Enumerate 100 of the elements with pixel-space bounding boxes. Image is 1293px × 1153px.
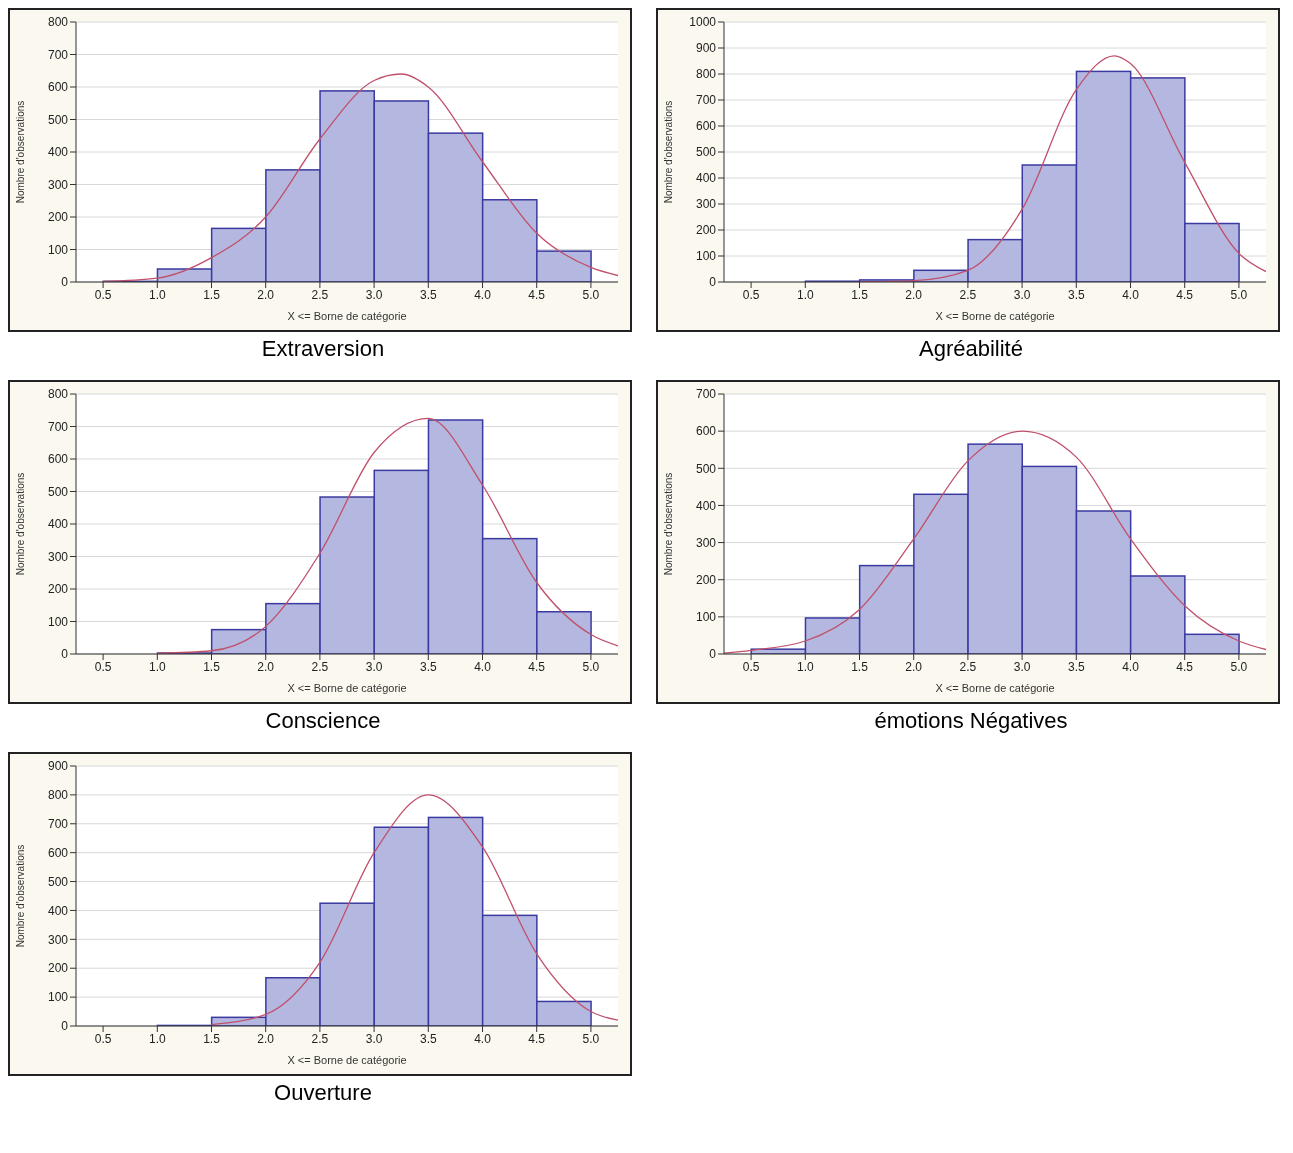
x-tick-label: 0.5 (94, 1031, 112, 1046)
x-tick-label: 5.0 (1230, 659, 1248, 674)
y-tick-label: 700 (47, 47, 69, 62)
x-tick-label: 2.0 (257, 659, 275, 674)
y-tick-label: 700 (47, 817, 69, 832)
x-tick-label: 2.5 (959, 659, 977, 674)
y-tick-label: 300 (47, 177, 69, 192)
text: Agréabilité (918, 336, 1024, 363)
y-tick-label: 900 (47, 759, 69, 774)
text: Ouverture (273, 1080, 373, 1107)
y-tick-label: 600 (47, 452, 69, 467)
x-tick-label: 2.5 (311, 659, 329, 674)
y-tick-label: 1000 (689, 15, 717, 30)
x-tick-label: 4.0 (474, 659, 492, 674)
x-tick-label: 3.0 (365, 1031, 383, 1046)
x-tick-label: 1.0 (148, 659, 166, 674)
y-axis-title: Nombre d'observations (662, 472, 674, 576)
x-tick-label: 0.5 (742, 659, 760, 674)
y-tick-label: 0 (61, 647, 69, 662)
x-tick-label: 3.0 (1013, 659, 1031, 674)
y-tick-label: 100 (47, 614, 69, 629)
y-tick-label: 0 (61, 1019, 69, 1034)
x-tick-label: 4.5 (528, 659, 546, 674)
x-tick-label: 2.5 (311, 1031, 329, 1046)
x-tick-label: 2.0 (905, 287, 923, 302)
y-tick-label: 400 (695, 498, 717, 513)
x-tick-label: 4.5 (528, 287, 546, 302)
y-tick-label: 0 (709, 647, 717, 662)
y-tick-label: 500 (47, 484, 69, 499)
y-tick-label: 100 (695, 249, 717, 264)
y-tick-label: 500 (47, 874, 69, 889)
x-tick-label: 0.5 (742, 287, 760, 302)
x-tick-label: 3.5 (1067, 287, 1085, 302)
x-tick-label: 1.0 (148, 287, 166, 302)
y-tick-label: 200 (47, 582, 69, 597)
x-tick-label: 0.5 (94, 287, 112, 302)
x-axis-title: X <= Borne de catégorie (935, 682, 1055, 694)
x-tick-label: 4.5 (1176, 659, 1194, 674)
y-tick-label: 600 (695, 424, 717, 439)
y-tick-label: 200 (695, 572, 717, 587)
x-tick-label: 0.5 (94, 659, 112, 674)
x-tick-label: 2.0 (257, 1031, 275, 1046)
x-tick-label: 3.0 (365, 287, 383, 302)
x-tick-label: 1.5 (203, 659, 221, 674)
y-tick-label: 100 (695, 610, 717, 625)
x-tick-label: 4.5 (1176, 287, 1194, 302)
y-tick-label: 300 (695, 197, 717, 212)
x-tick-label: 1.0 (796, 659, 814, 674)
y-tick-label: 200 (695, 223, 717, 238)
y-tick-label: 600 (47, 80, 69, 95)
x-tick-label: 1.5 (203, 287, 221, 302)
y-tick-label: 800 (695, 67, 717, 82)
y-tick-label: 500 (695, 145, 717, 160)
y-tick-label: 700 (695, 93, 717, 108)
text: Conscience (264, 708, 382, 735)
y-tick-label: 500 (695, 461, 717, 476)
y-tick-label: 100 (47, 242, 69, 257)
x-tick-label: 5.0 (582, 659, 600, 674)
x-tick-label: 3.5 (419, 659, 437, 674)
x-tick-label: 4.0 (474, 287, 492, 302)
x-axis-title: X <= Borne de catégorie (287, 682, 407, 694)
x-tick-label: 2.5 (959, 287, 977, 302)
x-tick-label: 1.0 (148, 1031, 166, 1046)
y-tick-label: 800 (47, 788, 69, 803)
x-tick-label: 5.0 (582, 287, 600, 302)
y-tick-label: 800 (47, 15, 69, 30)
x-axis-title: X <= Borne de catégorie (287, 310, 407, 322)
text: émotions Négatives (873, 708, 1069, 735)
y-tick-label: 300 (695, 535, 717, 550)
x-tick-label: 4.0 (1122, 659, 1140, 674)
y-tick-label: 800 (47, 387, 69, 402)
x-tick-label: 3.5 (1067, 659, 1085, 674)
text: Extraversion (260, 336, 386, 363)
x-tick-label: 4.5 (528, 1031, 546, 1046)
y-tick-label: 300 (47, 932, 69, 947)
y-tick-label: 300 (47, 549, 69, 564)
y-axis-title: Nombre d'observations (14, 100, 26, 204)
y-tick-label: 0 (61, 275, 69, 290)
y-tick-label: 0 (709, 275, 717, 290)
x-tick-label: 1.0 (796, 287, 814, 302)
y-tick-label: 600 (695, 119, 717, 134)
y-tick-label: 400 (695, 171, 717, 186)
y-tick-label: 200 (47, 961, 69, 976)
x-tick-label: 2.0 (257, 287, 275, 302)
y-axis-title: Nombre d'observations (662, 100, 674, 204)
y-tick-label: 500 (47, 112, 69, 127)
x-tick-label: 3.0 (365, 659, 383, 674)
x-tick-label: 2.5 (311, 287, 329, 302)
x-axis-title: X <= Borne de catégorie (287, 1054, 407, 1066)
y-tick-label: 100 (47, 990, 69, 1005)
y-tick-label: 700 (47, 419, 69, 434)
y-tick-label: 900 (695, 41, 717, 56)
x-tick-label: 1.5 (851, 287, 869, 302)
y-tick-label: 400 (47, 517, 69, 532)
x-tick-label: 4.0 (1122, 287, 1140, 302)
x-tick-label: 5.0 (1230, 287, 1248, 302)
y-axis-title: Nombre d'observations (14, 472, 26, 576)
y-tick-label: 400 (47, 145, 69, 160)
x-tick-label: 4.0 (474, 1031, 492, 1046)
y-tick-label: 600 (47, 845, 69, 860)
